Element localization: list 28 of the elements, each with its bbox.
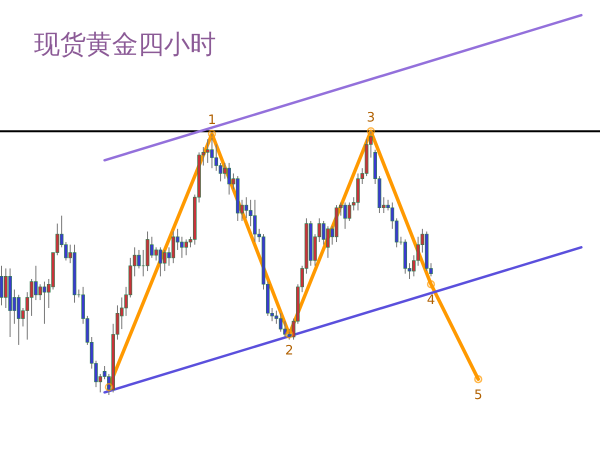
annotation: 5 [474, 388, 482, 404]
candlestick [42, 281, 46, 324]
point [366, 127, 375, 136]
point [104, 383, 113, 392]
candlestick [162, 249, 167, 272]
annotation: 1 [208, 112, 216, 128]
annotation: 2 [285, 343, 294, 358]
point [426, 280, 436, 288]
point [208, 130, 216, 138]
annotation: 4 [426, 293, 436, 308]
candlestick [180, 236, 184, 258]
candlestick [214, 144, 218, 172]
candlestick [158, 246, 162, 277]
candlestick [4, 268, 8, 308]
candlestick [356, 172, 360, 211]
candlestick [322, 220, 326, 246]
annotation: 3 [366, 110, 376, 126]
candlestick [343, 202, 347, 230]
point [474, 375, 482, 384]
candlestick [210, 133, 214, 169]
candlestick [154, 246, 158, 262]
candlestick [0, 265, 4, 306]
point [285, 330, 294, 338]
chart-title: 现货黄金四小时 [34, 30, 216, 60]
candlestick [326, 226, 330, 258]
candlestick [253, 199, 257, 243]
candlestick [348, 202, 352, 222]
candlestick [171, 230, 176, 264]
